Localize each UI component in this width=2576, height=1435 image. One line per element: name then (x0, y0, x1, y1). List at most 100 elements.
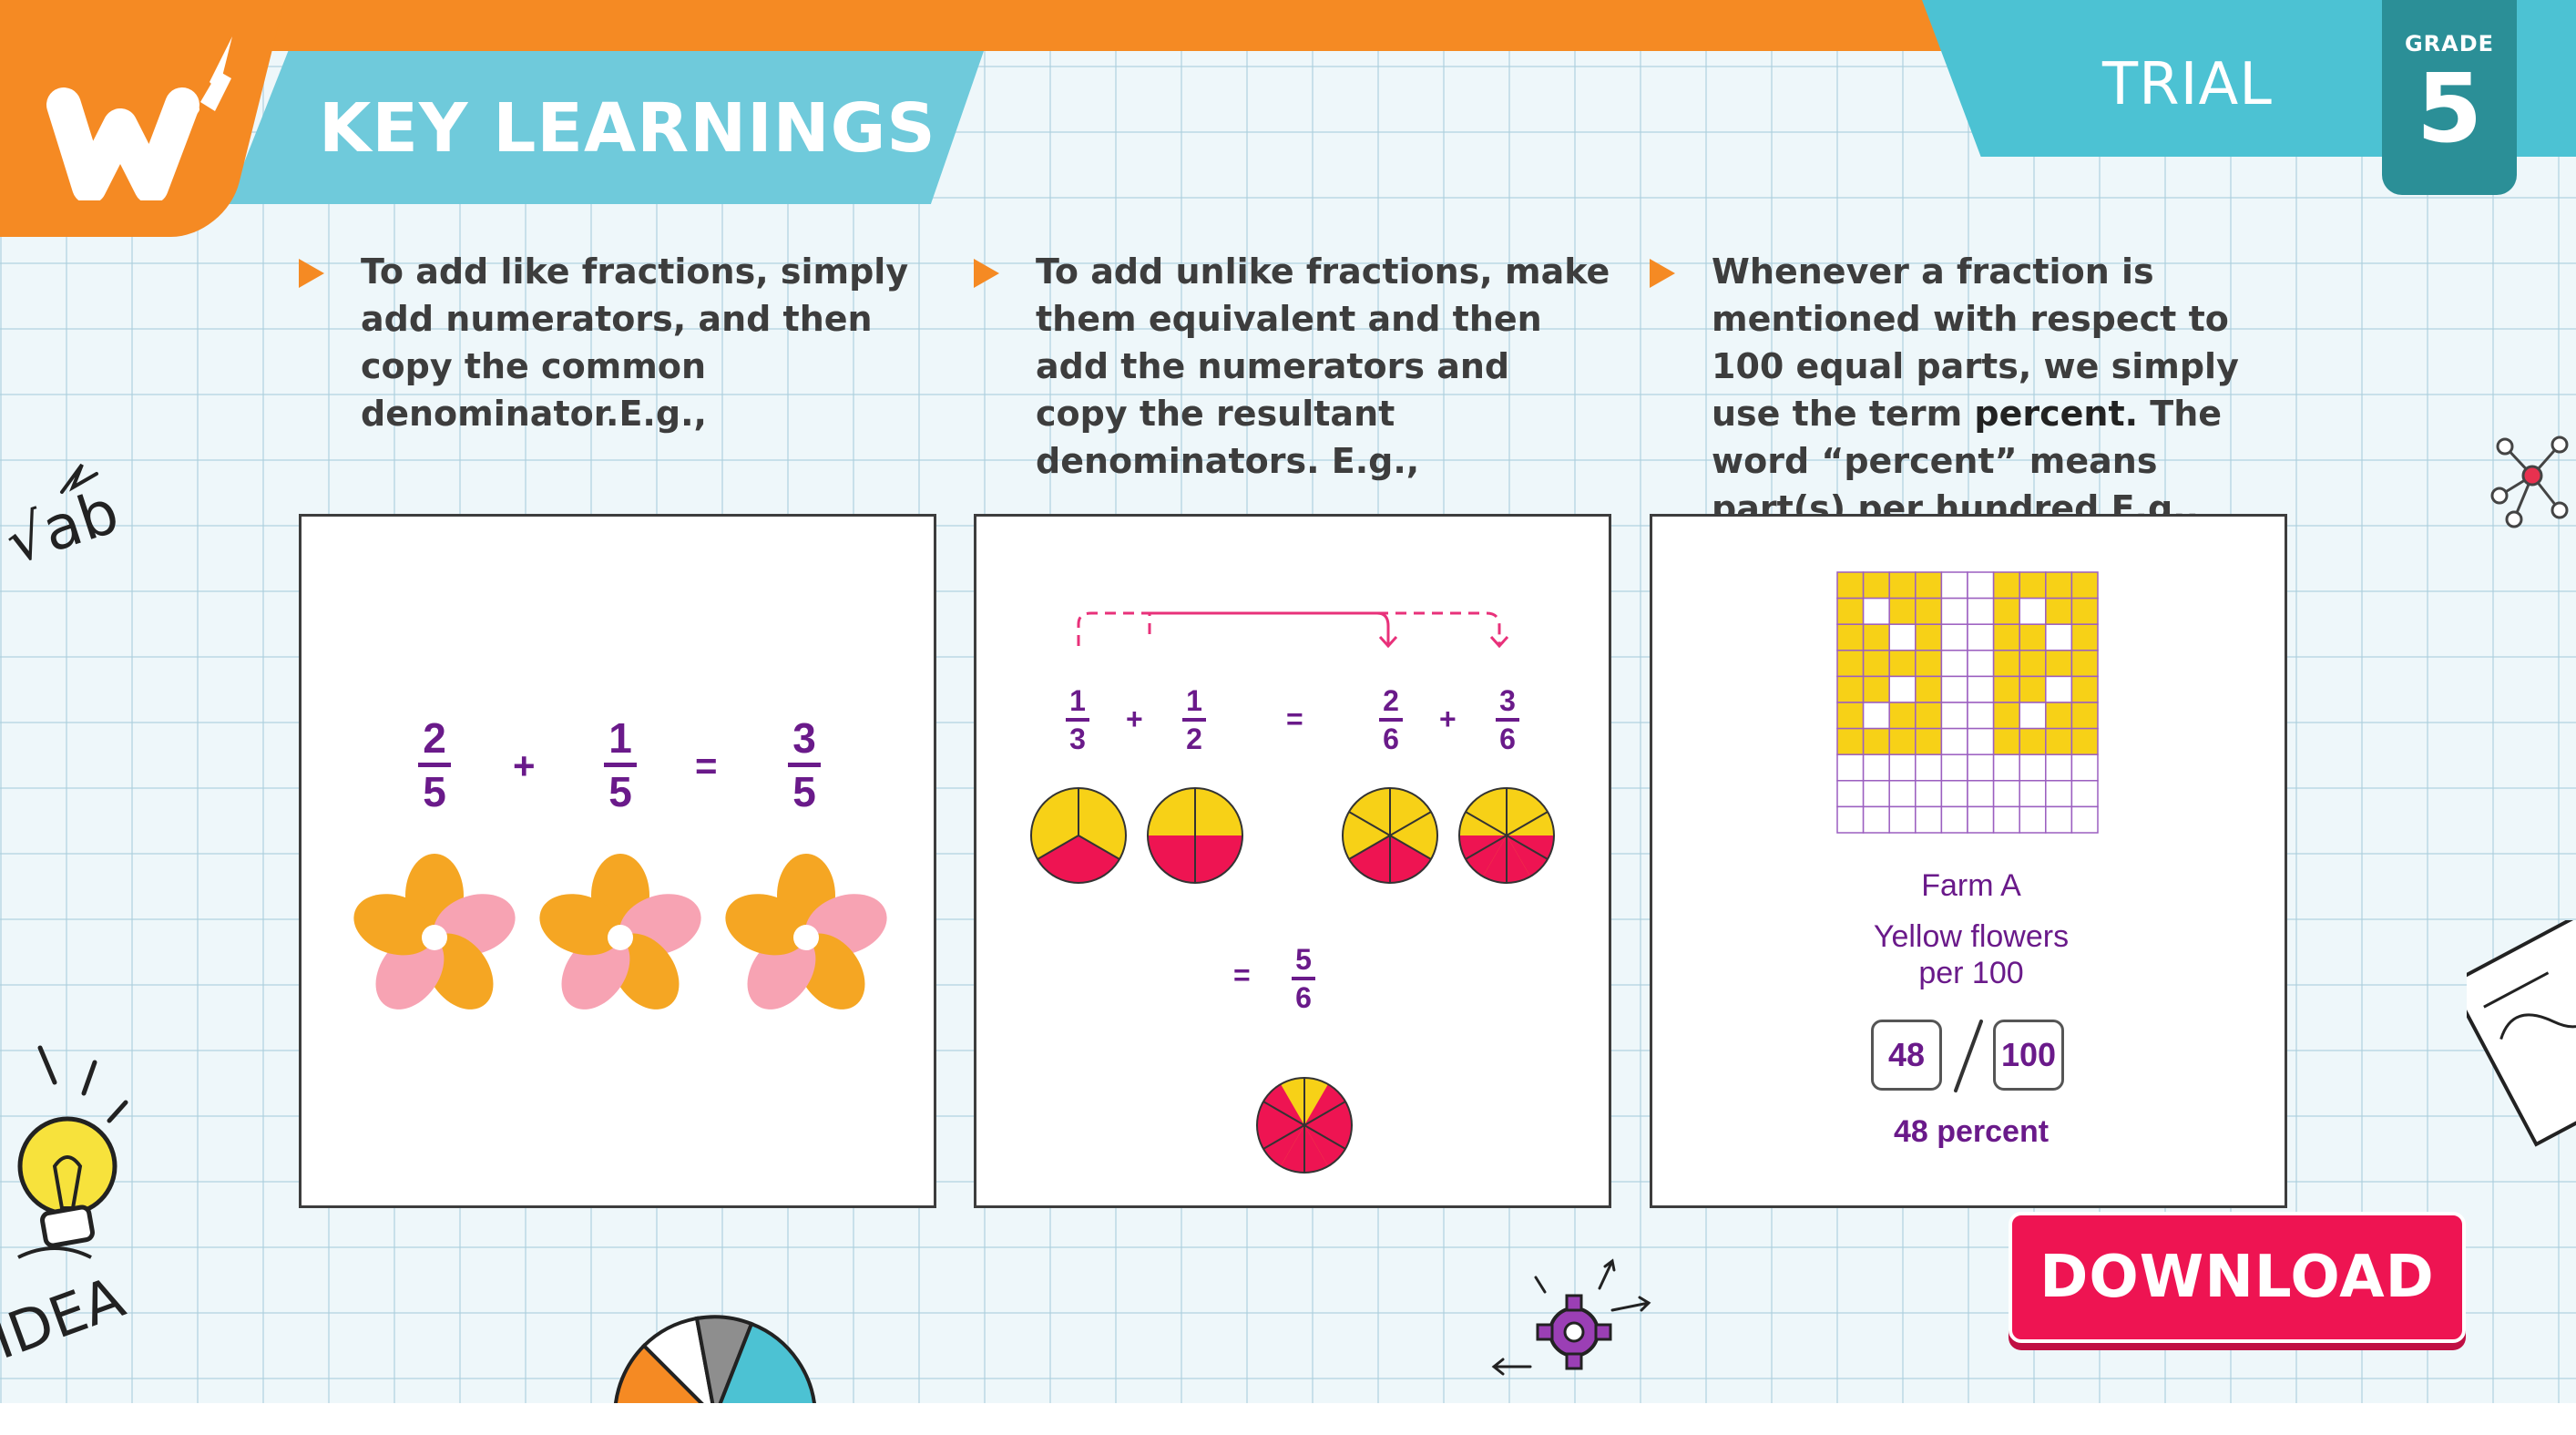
grid-cell (1915, 805, 1943, 834)
grid-cell (1967, 805, 1995, 834)
grid-cell (1888, 597, 1917, 625)
fraction-bar (604, 763, 637, 767)
grid-cell (1992, 623, 2020, 651)
grid-cell (1992, 675, 2020, 703)
grid-cell (1967, 727, 1995, 755)
grid-cell (1862, 675, 1890, 703)
grid-cell (1888, 623, 1917, 651)
grid-cell (1992, 805, 2020, 834)
bullet-arrow-icon (1650, 259, 1675, 288)
grid-cell (1967, 702, 1995, 730)
grid-cell (1888, 702, 1917, 730)
fraction-bar (788, 763, 821, 767)
grid-cell (1836, 597, 1865, 625)
page-title: KEY LEARNINGS (319, 89, 936, 168)
grid-cell (1992, 727, 2020, 755)
bullet-arrow-icon (974, 259, 999, 288)
grid-cell (2045, 702, 2073, 730)
grid-cell (1915, 597, 1943, 625)
fraction-5-6: 5 6 (1292, 945, 1315, 1012)
grid-cell (2019, 780, 2047, 808)
learning-point-1: To add like fractions, simply add numera… (299, 248, 936, 437)
fraction-bar (1496, 718, 1519, 722)
fraction-numerator: 1 (1186, 684, 1202, 717)
pencil-scribble-icon (60, 463, 98, 494)
grid-cell (2019, 675, 2047, 703)
grade-badge: GRADE 5 (2382, 0, 2517, 195)
grid-cell (1940, 597, 1968, 625)
download-button[interactable]: DOWNLOAD (2009, 1212, 2466, 1343)
grid-cell (1862, 702, 1890, 730)
lightbulb-icon (17, 1045, 128, 1259)
grid-cell (2045, 753, 2073, 782)
w-rocket-logo-icon[interactable] (36, 18, 246, 200)
equivalence-arrows (1077, 611, 1509, 649)
example-panel-like-fractions: 2 5 + 1 5 = 3 5 (299, 514, 936, 1208)
grid-cell (1888, 753, 1917, 782)
grid-cell (1940, 702, 1968, 730)
fraction-bar (1182, 718, 1206, 722)
slash-divider (1954, 1020, 1983, 1092)
learning-text-2: To add unlike fractions, make them equiv… (1036, 251, 1610, 481)
learning-text-1: To add like fractions, simply add numera… (361, 251, 909, 434)
flower-icon (725, 854, 887, 1010)
grid-cell (2070, 571, 2099, 600)
learning-text-3-before: Whenever a fraction is mentioned with re… (1712, 251, 2239, 434)
spinner-wheel-icon (614, 1315, 816, 1403)
fraction-denominator: 6 (1383, 723, 1399, 755)
title-banner (228, 51, 984, 204)
grid-cell (2070, 597, 2099, 625)
pie-three-sixths (1458, 787, 1555, 884)
learning-point-2: To add unlike fractions, make them equiv… (974, 248, 1611, 485)
fraction-pies (1030, 787, 1555, 1174)
grid-cell (1888, 571, 1917, 600)
flower-icon (539, 854, 701, 1010)
grid-cell (1862, 597, 1890, 625)
grid-cell (2045, 571, 2073, 600)
caption-line-1: Yellow flowers (1873, 919, 2070, 954)
fraction-denominator: 6 (1295, 981, 1312, 1014)
equals-sign: = (1233, 958, 1251, 991)
fraction-denominator: 2 (1186, 723, 1202, 755)
fraction-2-6: 2 6 (1379, 686, 1403, 753)
grid-cell (1940, 650, 1968, 678)
plus-sign: + (513, 744, 536, 787)
grid-cell (1992, 753, 2020, 782)
gear-icon (1491, 1258, 1651, 1376)
grid-cell (1940, 780, 1968, 808)
grid-cell (2045, 597, 2073, 625)
fraction-numerator: 3 (792, 714, 816, 762)
fraction-2-5: 2 5 (418, 717, 451, 813)
grid-cell (2019, 623, 2047, 651)
plus-sign: + (1439, 702, 1457, 735)
grid-cell (2019, 702, 2047, 730)
grid-cell (1862, 571, 1890, 600)
fraction-1-5: 1 5 (604, 717, 637, 813)
grid-cell (2070, 650, 2099, 678)
top-orange-bar (0, 0, 1986, 51)
percent-term: percent. (1974, 394, 2139, 434)
grid-cell (1862, 727, 1890, 755)
grid-cell (1836, 727, 1865, 755)
grid-cell (2019, 597, 2047, 625)
flowers-illustration (353, 854, 887, 1010)
grid-cell (2019, 650, 2047, 678)
flower-icon (353, 854, 516, 1010)
bullet-arrow-icon (299, 259, 324, 288)
fraction-bar (1292, 977, 1315, 980)
grade-label: GRADE (2404, 31, 2495, 56)
learning-point-3: Whenever a fraction is mentioned with re… (1650, 248, 2287, 532)
grid-cell (2070, 623, 2099, 651)
fraction-denominator: 5 (608, 768, 632, 815)
grid-cell (1836, 805, 1865, 834)
grid-cell (1992, 597, 2020, 625)
fraction-denominator: 6 (1499, 723, 1516, 755)
fraction-numerator: 3 (1499, 684, 1516, 717)
grid-cell (1967, 675, 1995, 703)
fraction-1-2: 1 2 (1182, 686, 1206, 753)
fraction-numerator: 5 (1295, 943, 1312, 976)
grid-cell (1940, 753, 1968, 782)
grid-cell (2045, 675, 2073, 703)
fraction-bar (1379, 718, 1403, 722)
grid-cell (1940, 675, 1968, 703)
